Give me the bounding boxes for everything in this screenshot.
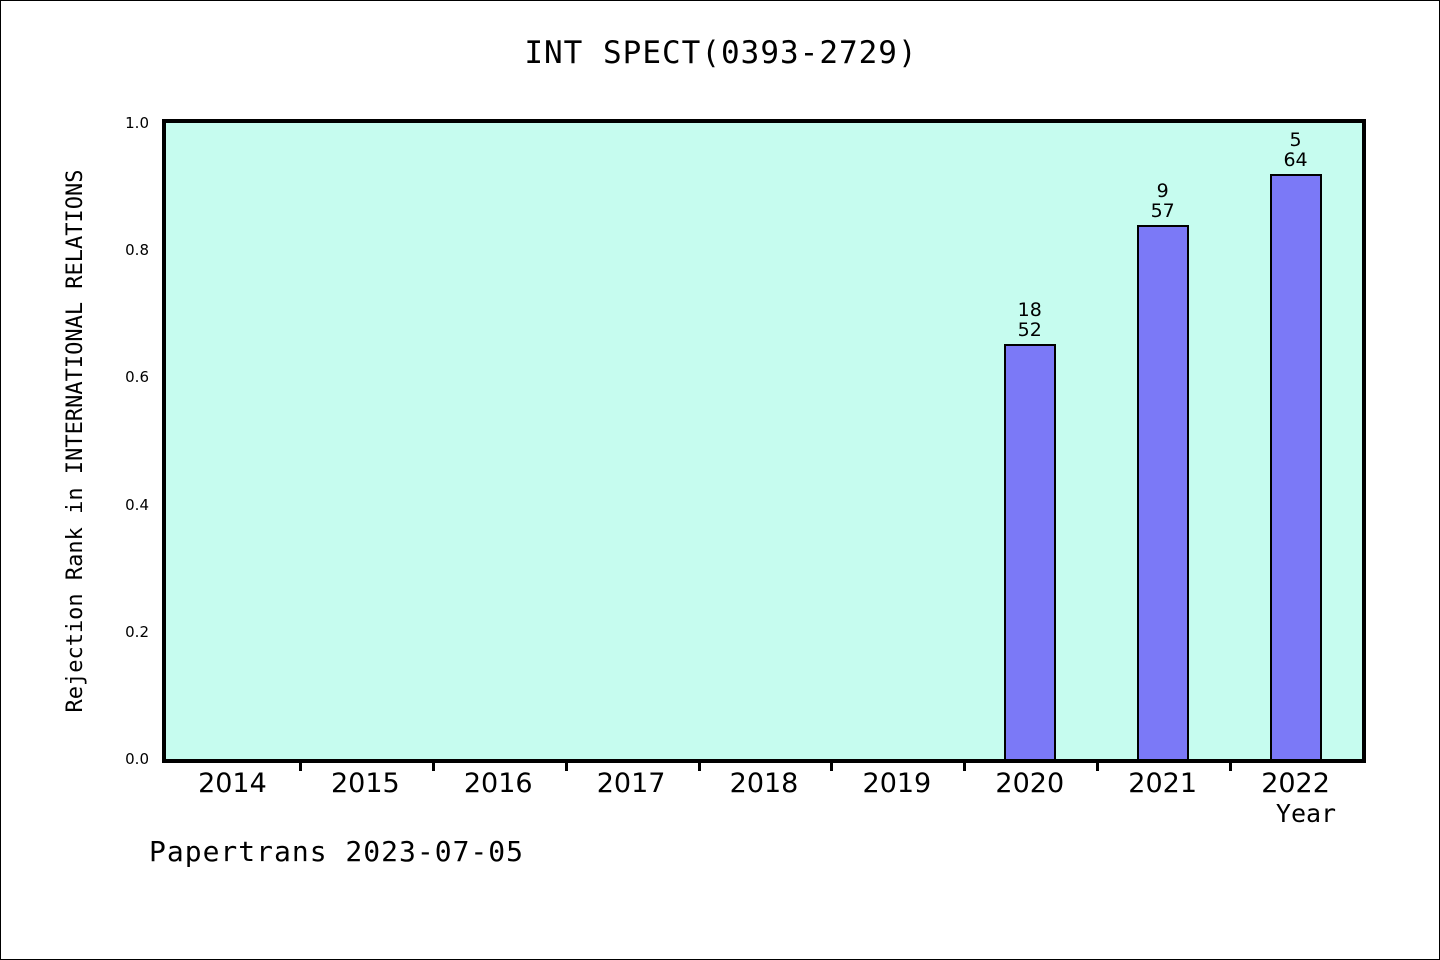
x-tick-mark-1: [298, 759, 302, 771]
x-tick-mark-3: [564, 759, 568, 771]
y-tick-label-0.2: 0.2: [125, 622, 149, 641]
y-tick-label-0.6: 0.6: [125, 368, 149, 387]
bar-2021[interactable]: [1136, 224, 1189, 759]
x-tick-label-2019: 2019: [862, 768, 932, 799]
bar-value-label-2022: 5 64: [1236, 130, 1356, 170]
x-tick-mark-5: [830, 759, 834, 771]
bar-value-label-bottom-2020: 52: [1017, 319, 1042, 342]
x-tick-mark-7: [1096, 759, 1100, 771]
bar-2022[interactable]: [1269, 173, 1322, 759]
bar-value-label-top-2022: 5: [1289, 128, 1302, 151]
x-tick-label-2022: 2022: [1261, 768, 1330, 799]
x-tick-mark-8: [1229, 759, 1233, 771]
x-tick-label-2020: 2020: [995, 768, 1065, 799]
x-tick-label-2018: 2018: [729, 768, 799, 799]
bar-value-label-top-2021: 9: [1156, 179, 1169, 202]
bar-value-label-2020: 18 52: [970, 300, 1090, 340]
y-tick-label-0.4: 0.4: [125, 495, 149, 514]
x-tick-label-2017: 2017: [596, 768, 666, 799]
y-tick-label-1.0: 1.0: [125, 114, 149, 132]
x-tick-label-2016: 2016: [463, 768, 533, 799]
x-tick-mark-2: [431, 759, 435, 771]
x-tick-mark-4: [697, 759, 701, 771]
y-axis-label: Rejection Rank in INTERNATIONAL RELATION…: [63, 169, 88, 713]
x-tick-label-2014: 2014: [198, 768, 267, 799]
bar-2020[interactable]: [1003, 344, 1056, 759]
y-tick-label-0.0: 0.0: [125, 750, 149, 768]
x-tick-label-2021: 2021: [1128, 768, 1198, 799]
x-tick-mark-6: [963, 759, 967, 771]
plot-inner: 18 52 9 57 5 64: [166, 123, 1362, 759]
bar-value-label-2021: 9 57: [1103, 181, 1223, 221]
bar-value-label-bottom-2021: 57: [1150, 199, 1175, 222]
bar-value-label-bottom-2022: 64: [1283, 148, 1308, 171]
x-axis-label: Year: [1275, 799, 1337, 828]
bar-value-label-top-2020: 18: [1017, 299, 1042, 322]
footer-note: Papertrans 2023-07-05: [149, 835, 525, 868]
x-tick-label-2015: 2015: [330, 768, 400, 799]
y-tick-label-0.8: 0.8: [125, 241, 149, 260]
chart-title: INT SPECT(0393-2729): [524, 35, 918, 71]
plot-area: 18 52 9 57 5 64: [162, 119, 1366, 763]
